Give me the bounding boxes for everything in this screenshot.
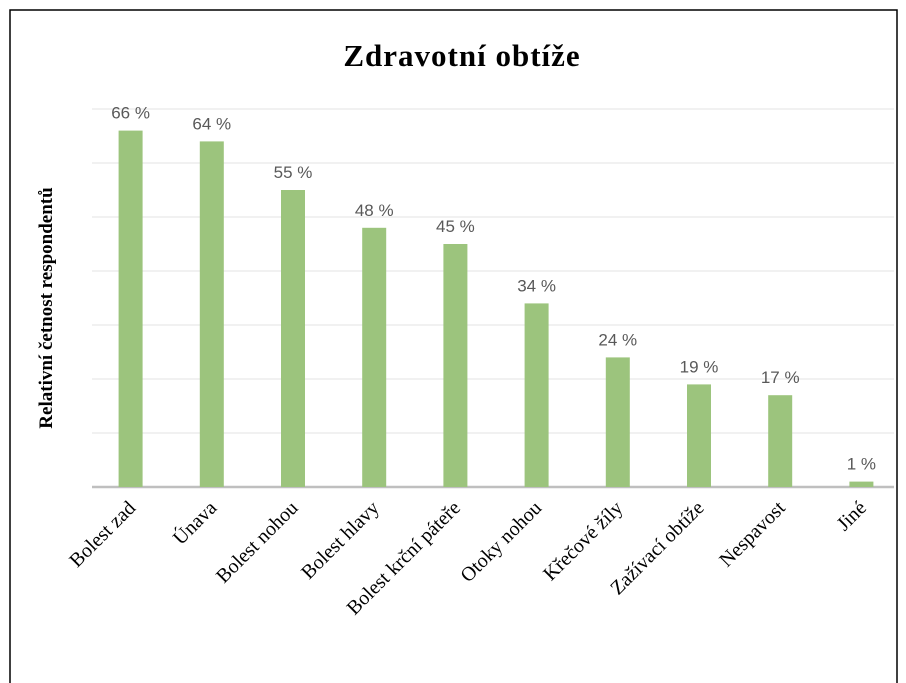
chart-title: Zdravotní obtíže (343, 38, 580, 73)
value-label: 24 % (598, 330, 637, 349)
bar (281, 190, 305, 487)
x-tick-label: Nespavost (715, 497, 790, 572)
bar (849, 481, 874, 487)
x-tick-label: Bolest zad (65, 497, 140, 572)
value-label: 48 % (355, 201, 394, 220)
x-tick-label: Jiné (833, 497, 871, 535)
y-axis-label: Relativní četnost respondentů (36, 187, 57, 429)
x-tick-label: Bolest nohou (212, 497, 303, 588)
value-label: 66 % (111, 104, 150, 123)
x-tick-label: Únava (167, 495, 221, 549)
value-label: 55 % (274, 163, 313, 182)
value-label: 34 % (517, 276, 556, 295)
x-tick-label: Křečové žíly (539, 497, 627, 585)
bar (362, 227, 387, 488)
value-label: 19 % (680, 357, 719, 376)
bar (443, 244, 468, 487)
value-label: 17 % (761, 368, 800, 387)
bar (687, 384, 711, 487)
frame (9, 9, 898, 683)
bar (768, 395, 793, 487)
value-label: 1 % (847, 455, 876, 474)
bar (605, 357, 630, 487)
bar (199, 141, 224, 487)
bar (524, 303, 549, 487)
x-tick-label: Bolest hlavy (297, 497, 384, 584)
value-label: 64 % (192, 114, 231, 133)
x-tick-label: Otoky nohou (456, 497, 546, 587)
bar (118, 130, 143, 487)
value-label: 45 % (436, 217, 475, 236)
